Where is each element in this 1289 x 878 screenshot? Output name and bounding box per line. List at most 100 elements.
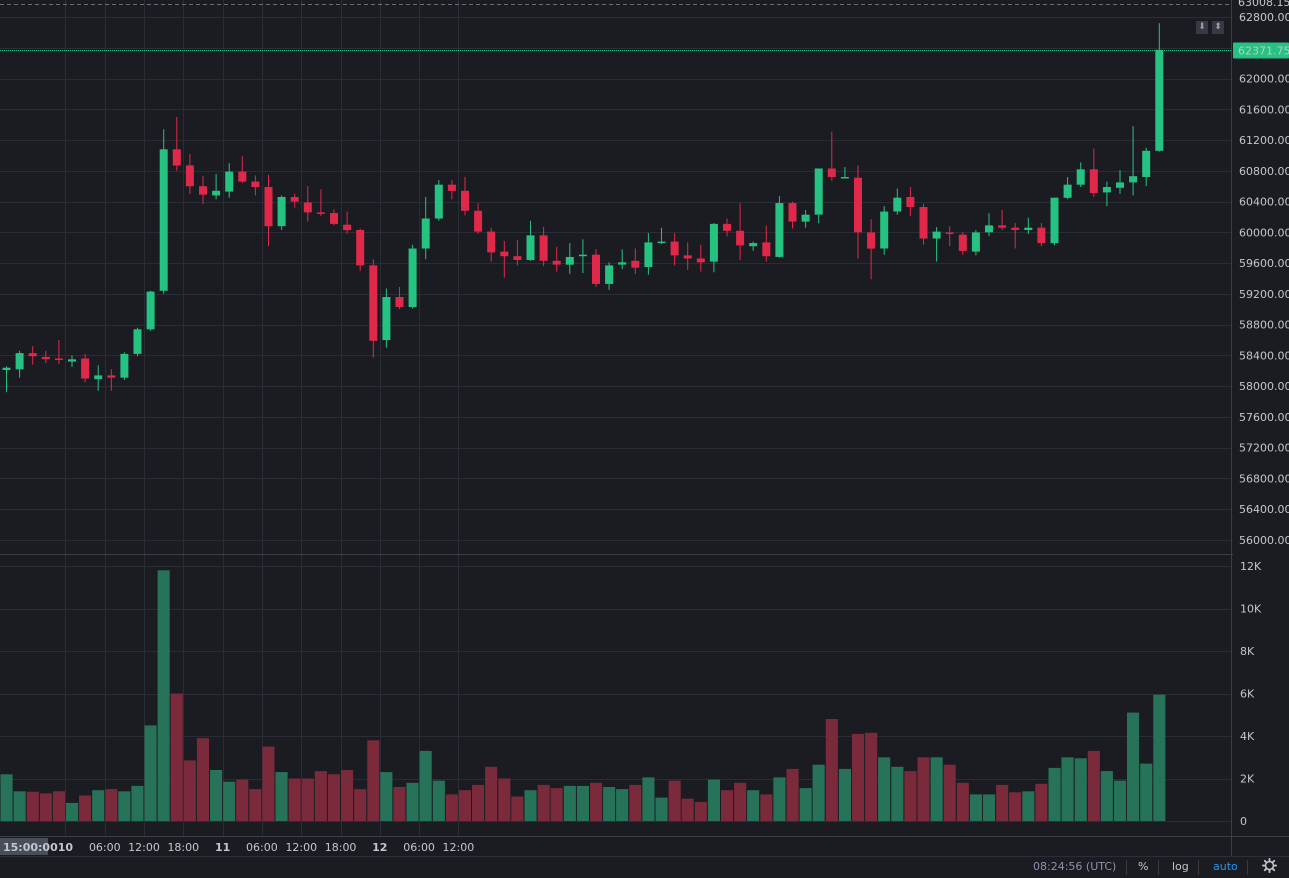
candle bbox=[330, 209, 338, 226]
candle-body bbox=[1155, 49, 1164, 151]
candle-body bbox=[41, 356, 50, 360]
candle-body bbox=[867, 232, 876, 249]
candle bbox=[120, 352, 129, 380]
volume-bar bbox=[930, 757, 943, 822]
candle bbox=[172, 117, 181, 171]
volume-bar bbox=[576, 785, 589, 821]
candle bbox=[657, 227, 666, 244]
cursor-time-label: 15:00:00 bbox=[0, 838, 58, 855]
volume-bar bbox=[956, 782, 969, 822]
percent-toggle[interactable]: % bbox=[1138, 860, 1149, 873]
candle-body bbox=[290, 197, 299, 202]
candle-body bbox=[788, 203, 797, 222]
volume-bar bbox=[799, 788, 812, 821]
candle bbox=[932, 227, 941, 262]
candle-body bbox=[395, 297, 404, 307]
candle bbox=[683, 242, 692, 270]
candle bbox=[670, 233, 679, 266]
candle bbox=[749, 241, 758, 251]
volume-bars bbox=[0, 570, 1166, 822]
candle-body bbox=[185, 165, 194, 187]
grid bbox=[0, 0, 1231, 836]
candle bbox=[906, 187, 915, 217]
candle-body bbox=[382, 297, 391, 341]
price-tick-label: 60400.00 bbox=[1239, 196, 1289, 209]
candle-body bbox=[880, 211, 889, 249]
candle-body bbox=[1063, 184, 1072, 198]
candle-body bbox=[906, 197, 915, 207]
candle bbox=[840, 167, 849, 179]
candle-body bbox=[54, 358, 63, 360]
volume-bar bbox=[393, 787, 406, 821]
candle bbox=[893, 188, 902, 215]
candle-body bbox=[775, 203, 784, 257]
volume-bar bbox=[1009, 792, 1022, 821]
volume-bar bbox=[445, 794, 458, 821]
price-tick-label: 59600.00 bbox=[1239, 257, 1289, 270]
volume-bar bbox=[590, 782, 603, 822]
price-tick-label: 61600.00 bbox=[1239, 103, 1289, 116]
candle bbox=[1089, 148, 1098, 197]
volume-bar bbox=[603, 787, 616, 821]
candle bbox=[107, 369, 116, 391]
candle bbox=[185, 153, 194, 194]
auto-toggle[interactable]: auto bbox=[1213, 860, 1238, 873]
gear-icon[interactable] bbox=[1262, 858, 1278, 874]
volume-bar bbox=[524, 790, 537, 821]
footer-divider bbox=[1126, 860, 1127, 875]
candle bbox=[945, 226, 954, 247]
candle bbox=[369, 259, 378, 358]
volume-axis: 12K 10K 8K 6K 4K 2K 0 bbox=[1240, 560, 1262, 828]
utc-clock[interactable]: 08:24:56 (UTC) bbox=[1033, 860, 1117, 873]
candle-body bbox=[1076, 169, 1085, 185]
time-tick-label: 10 bbox=[58, 841, 74, 854]
volume-tick-label: 8K bbox=[1240, 645, 1255, 658]
candle-body bbox=[434, 184, 443, 219]
candle bbox=[159, 129, 168, 294]
candle-body bbox=[369, 265, 378, 341]
candle-body bbox=[670, 241, 679, 256]
candle-body bbox=[68, 359, 76, 362]
price-tick-label: 57600.00 bbox=[1239, 411, 1289, 424]
time-tick-label: 06:00 bbox=[246, 841, 278, 854]
volume-bar bbox=[1140, 763, 1153, 821]
candle bbox=[971, 230, 980, 256]
volume-tick-label: 10K bbox=[1240, 603, 1262, 616]
candle bbox=[1142, 147, 1151, 187]
scale-fit-icon[interactable]: ⬍ bbox=[1212, 21, 1224, 34]
candle-body bbox=[120, 353, 129, 378]
volume-bar bbox=[865, 732, 878, 821]
volume-bar bbox=[26, 791, 39, 821]
candle-body bbox=[500, 251, 509, 257]
time-tick-label: 06:00 bbox=[403, 841, 435, 854]
volume-tick-label: 2K bbox=[1240, 773, 1255, 786]
candle-body bbox=[212, 190, 221, 196]
log-toggle[interactable]: log bbox=[1172, 860, 1189, 873]
candle bbox=[867, 219, 876, 280]
candle bbox=[2, 366, 11, 393]
candle bbox=[1116, 170, 1124, 194]
volume-bar bbox=[170, 693, 183, 821]
volume-bar bbox=[917, 757, 930, 822]
volume-bar bbox=[838, 768, 851, 821]
price-tick-label: 60800.00 bbox=[1239, 165, 1289, 178]
volume-bar bbox=[734, 782, 747, 822]
candle bbox=[461, 177, 469, 216]
cursor-time-badge bbox=[0, 838, 48, 855]
volume-bar bbox=[996, 784, 1009, 821]
chart[interactable]: 63008.15 62800.00 62000.00 61600.00 61200.00… bbox=[0, 0, 1289, 856]
volume-bar bbox=[550, 788, 563, 821]
volume-bar bbox=[878, 757, 891, 822]
volume-bar bbox=[288, 778, 301, 821]
volume-bar bbox=[1100, 771, 1113, 821]
price-tick-label: 62800.00 bbox=[1239, 11, 1289, 24]
volume-bar bbox=[760, 794, 773, 821]
candle-body bbox=[461, 190, 469, 211]
candle-body bbox=[343, 224, 352, 231]
volume-bar bbox=[707, 779, 720, 821]
candle bbox=[513, 240, 522, 266]
scale-down-icon[interactable]: ⬇ bbox=[1196, 21, 1208, 34]
candle bbox=[526, 220, 535, 261]
volume-bar bbox=[511, 796, 524, 821]
candle bbox=[1011, 223, 1020, 249]
